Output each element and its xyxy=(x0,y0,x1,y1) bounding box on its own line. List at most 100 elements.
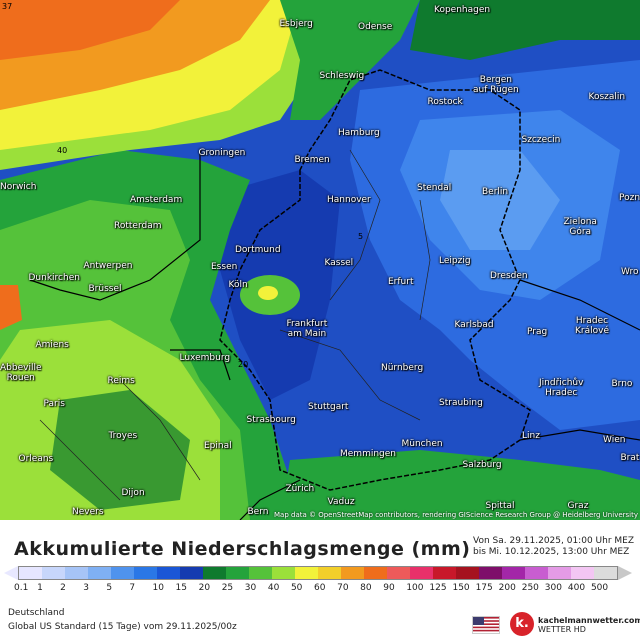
us-flag-icon[interactable] xyxy=(472,616,500,634)
city-label: Zürich xyxy=(285,484,315,494)
city-label: Hannover xyxy=(327,195,371,205)
legend-swatch xyxy=(571,567,594,579)
legend-min-arrow-icon xyxy=(4,566,18,580)
city-label: Bern xyxy=(247,507,269,517)
city-label: Koszalin xyxy=(588,92,626,102)
legend-tick: 10 xyxy=(152,583,164,593)
city-label: Prag xyxy=(527,327,548,337)
legend-swatch xyxy=(318,567,341,579)
city-label: Stuttgart xyxy=(308,402,349,412)
city-label: Abbeville Rouen xyxy=(0,363,42,383)
city-label: Rotterdam xyxy=(114,221,162,231)
city-label: München xyxy=(401,439,443,449)
period-from: Von Sa. 29.11.2025, 01:00 Uhr MEZ xyxy=(473,536,634,546)
period-to: bis Mi. 10.12.2025, 13:00 Uhr MEZ xyxy=(473,547,630,557)
legend-tick: 3 xyxy=(83,583,89,593)
city-label: Brüssel xyxy=(88,284,122,294)
city-label: Szczecin xyxy=(521,135,561,145)
city-label: Stendal xyxy=(417,183,452,193)
legend-tick: 1 xyxy=(37,583,43,593)
legend-swatch xyxy=(594,567,617,579)
contour-label: 20 xyxy=(238,360,249,369)
city-label: Erfurt xyxy=(388,277,414,287)
legend-swatch xyxy=(295,567,318,579)
city-label: Leipzig xyxy=(439,256,471,266)
city-label: Wien xyxy=(603,435,626,445)
kachelmann-logo-icon[interactable]: k. xyxy=(510,612,534,636)
city-label: Vaduz xyxy=(327,497,355,507)
legend-swatch xyxy=(249,567,272,579)
legend-tick: 90 xyxy=(383,583,395,593)
city-label: Dijon xyxy=(121,488,145,498)
city-label: Dortmund xyxy=(235,245,281,255)
city-label: Antwerpen xyxy=(83,261,133,271)
city-label: Groningen xyxy=(198,148,246,158)
city-label: Luxemburg xyxy=(179,353,231,363)
legend-tick: 80 xyxy=(360,583,372,593)
precipitation-map[interactable]: Esbjerg Odense Kopenhagen Schleswig Bergen a… xyxy=(0,0,640,520)
city-label: Karlsbad xyxy=(454,320,494,330)
city-label: Paris xyxy=(43,399,65,409)
legend-tick: 2 xyxy=(60,583,66,593)
legend-swatch xyxy=(525,567,548,579)
brand-line-1: kachelmannwetter.com xyxy=(538,616,640,625)
city-label: Berlin xyxy=(482,187,509,197)
city-label: Salzburg xyxy=(462,460,502,470)
legend-tick: 300 xyxy=(544,583,562,593)
city-label: Dresden xyxy=(490,271,528,281)
legend-swatch xyxy=(364,567,387,579)
city-label: Frankfurt am Main xyxy=(286,319,328,339)
city-label: Dunkirchen xyxy=(28,273,80,283)
legend-swatch xyxy=(502,567,525,579)
legend-swatch xyxy=(19,567,42,579)
legend-tick-labels: 0.1 1 2 3 5 7 10 15 20 25 30 40 50 60 70 80 90 100 125 150 1… xyxy=(14,583,618,595)
legend-swatch xyxy=(341,567,364,579)
city-label: Amsterdam xyxy=(130,195,183,205)
city-label: Troyes xyxy=(108,431,138,441)
city-label: Norwich xyxy=(0,182,37,192)
legend-tick: 50 xyxy=(290,583,303,593)
legend-tick: 30 xyxy=(244,583,257,593)
city-label: Amiens xyxy=(35,340,69,350)
contour-label: 5 xyxy=(358,232,364,241)
brand-line-2: WETTER HD xyxy=(538,625,586,634)
city-label: Wro xyxy=(621,267,639,277)
city-label: Linz xyxy=(522,431,540,441)
corner-contour-label: 37 xyxy=(2,2,13,11)
forecast-period: Von Sa. 29.11.2025, 01:00 Uhr MEZ bis Mi… xyxy=(473,536,634,558)
region-label: Deutschland xyxy=(8,608,65,618)
legend-tick: 15 xyxy=(175,583,187,593)
city-label: Jindřichův Hradec xyxy=(539,378,584,398)
map-attribution[interactable]: Map data © OpenStreetMap contributors, r… xyxy=(274,511,638,519)
city-label: Brno xyxy=(611,379,633,389)
city-label: Kassel xyxy=(324,258,354,268)
city-label: Bremen xyxy=(294,155,330,165)
legend-tick: 200 xyxy=(498,583,516,593)
legend-tick: 60 xyxy=(314,583,326,593)
city-label: Rostock xyxy=(427,97,463,107)
legend-tick: 500 xyxy=(590,583,609,593)
legend-swatch xyxy=(42,567,65,579)
brand-text[interactable]: kachelmannwetter.com WETTER HD xyxy=(538,616,640,634)
city-label: Nürnberg xyxy=(381,363,424,373)
contour-label: 40 xyxy=(57,146,68,155)
legend-swatch xyxy=(456,567,479,579)
city-label: Hradec Králové xyxy=(575,316,609,336)
legend-color-bar xyxy=(18,566,618,580)
city-label: Schleswig xyxy=(319,71,365,81)
city-label: Memmingen xyxy=(340,449,396,459)
legend-swatch xyxy=(410,567,433,579)
city-label: Hamburg xyxy=(338,128,380,138)
city-label: Straubing xyxy=(439,398,483,408)
legend-tick: 400 xyxy=(567,583,586,593)
legend-swatch xyxy=(134,567,157,579)
city-label: Orleans xyxy=(18,454,54,464)
legend-tick: 7 xyxy=(129,583,136,593)
city-label: Graz xyxy=(567,501,589,511)
legend-swatch xyxy=(180,567,203,579)
legend-tick: 250 xyxy=(521,583,539,593)
city-label: Epinal xyxy=(204,441,232,451)
city-label: Bergen auf Rügen xyxy=(473,75,519,95)
legend-tick: 175 xyxy=(475,583,493,593)
map-title: Akkumulierte Niederschlagsmenge (mm) xyxy=(14,538,471,560)
